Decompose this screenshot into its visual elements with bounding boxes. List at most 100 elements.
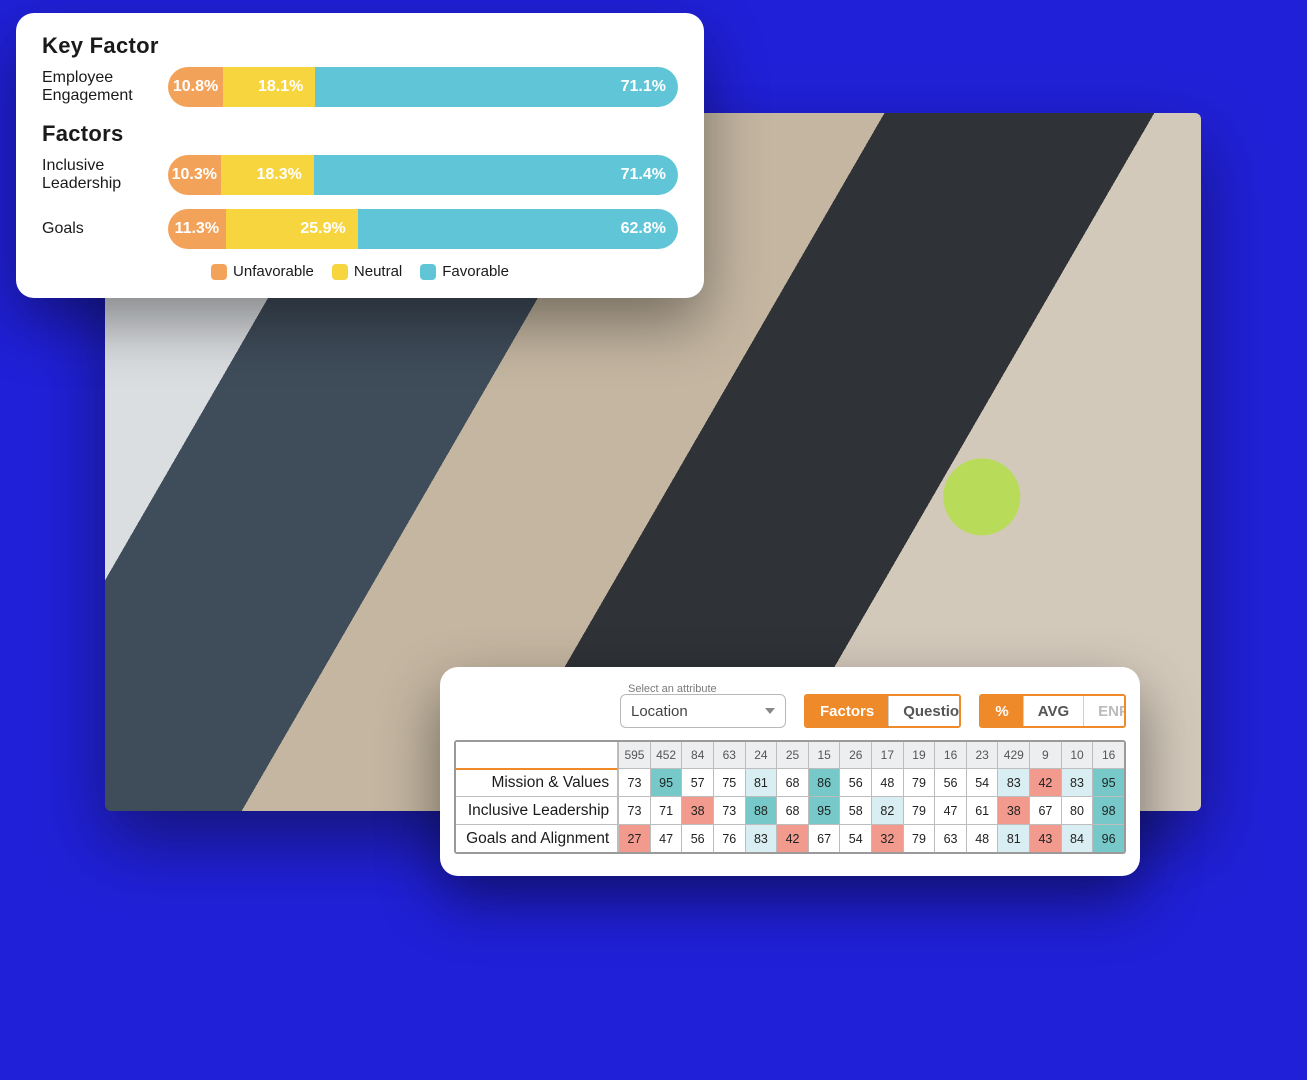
favorable-segment: 62.8% [358, 209, 678, 249]
heatmap-col-header: 9 [1029, 742, 1061, 768]
heatmap-cell: 81 [997, 824, 1029, 852]
heatmap-cell: 43 [1029, 824, 1061, 852]
heatmap-cell: 95 [1092, 768, 1124, 796]
section-title-factors: Factors [42, 121, 678, 147]
heatmap-col-header: 84 [681, 742, 713, 768]
legend-swatch [420, 264, 436, 280]
heatmap-cell: 73 [713, 796, 745, 824]
heatmap-cell: 95 [808, 796, 840, 824]
favorable-segment: 71.4% [314, 155, 678, 195]
stacked-bar: 11.3%25.9%62.8% [168, 209, 678, 249]
legend-item: Neutral [332, 263, 402, 280]
heatmap-col-header: 16 [934, 742, 966, 768]
heatmap-cell: 96 [1092, 824, 1124, 852]
neutral-segment: 18.3% [221, 155, 314, 195]
heatmap-cell: 48 [966, 824, 998, 852]
heatmap-row-label: Goals and Alignment [456, 824, 618, 852]
heatmap-table: 5954528463242515261719162342991016Missio… [454, 740, 1126, 854]
heatmap-cell: 68 [776, 796, 808, 824]
unfavorable-segment: 11.3% [168, 209, 226, 249]
heatmap-cell: 58 [839, 796, 871, 824]
factor-label: EmployeeEngagement [42, 69, 168, 106]
toggle-enps: ENPS [1083, 696, 1126, 726]
toggle-factors[interactable]: Factors [806, 696, 888, 726]
heatmap-row: Inclusive Leadership73713873886895588279… [456, 796, 1124, 824]
heatmap-cell: 83 [1061, 768, 1093, 796]
factor-row: EmployeeEngagement10.8%18.1%71.1% [42, 67, 678, 107]
attribute-value: Location [631, 703, 688, 720]
heatmap-cell: 48 [871, 768, 903, 796]
heatmap-cell: 61 [966, 796, 998, 824]
heatmap-col-header: 10 [1061, 742, 1093, 768]
heatmap-cell: 56 [839, 768, 871, 796]
heatmap-cell: 81 [745, 768, 777, 796]
heatmap-cell: 75 [713, 768, 745, 796]
heatmap-cell: 95 [650, 768, 682, 796]
heatmap-col-header: 429 [997, 742, 1029, 768]
factors-card: Key Factor EmployeeEngagement10.8%18.1%7… [16, 13, 704, 298]
heatmap-cell: 42 [1029, 768, 1061, 796]
heatmap-cell: 86 [808, 768, 840, 796]
section-title-key-factor: Key Factor [42, 33, 678, 59]
heatmap-col-header: 25 [776, 742, 808, 768]
heatmap-cell: 54 [966, 768, 998, 796]
heatmap-cell: 38 [681, 796, 713, 824]
heatmap-col-header: 19 [903, 742, 935, 768]
heatmap-cell: 83 [997, 768, 1029, 796]
heatmap-cell: 76 [713, 824, 745, 852]
heatmap-cell: 67 [808, 824, 840, 852]
heatmap-row: Goals and Alignment274756768342675432796… [456, 824, 1124, 852]
heatmap-col-header: 23 [966, 742, 998, 768]
legend-label: Favorable [442, 263, 509, 280]
heatmap-header-row: 5954528463242515261719162342991016 [456, 742, 1124, 768]
heatmap-cell: 79 [903, 824, 935, 852]
heatmap-cell: 42 [776, 824, 808, 852]
unfavorable-segment: 10.3% [168, 155, 221, 195]
factor-row: InclusiveLeadership10.3%18.3%71.4% [42, 155, 678, 195]
heatmap-cell: 73 [618, 796, 650, 824]
heatmap-col-header: 452 [650, 742, 682, 768]
heatmap-cell: 38 [997, 796, 1029, 824]
heatmap-cell: 71 [650, 796, 682, 824]
heatmap-cell: 32 [871, 824, 903, 852]
stacked-bar: 10.8%18.1%71.1% [168, 67, 678, 107]
heatmap-col-header: 595 [618, 742, 650, 768]
chevron-down-icon [765, 708, 775, 714]
heatmap-cell: 67 [1029, 796, 1061, 824]
legend-label: Neutral [354, 263, 402, 280]
toggle-avg[interactable]: AVG [1023, 696, 1083, 726]
toggle-questions[interactable]: Questions [888, 696, 961, 726]
heatmap-col-header: 26 [839, 742, 871, 768]
heatmap-cell: 80 [1061, 796, 1093, 824]
heatmap-cell: 98 [1092, 796, 1124, 824]
heatmap-cell: 88 [745, 796, 777, 824]
metric-toggle: %AVGENPS [979, 694, 1126, 728]
heatmap-corner [456, 742, 618, 768]
heatmap-cell: 68 [776, 768, 808, 796]
legend: Unfavorable Neutral Favorable [42, 263, 678, 280]
heatmap-col-header: 17 [871, 742, 903, 768]
heatmap-cell: 84 [1061, 824, 1093, 852]
legend-swatch [211, 264, 227, 280]
heatmap-cell: 79 [903, 796, 935, 824]
heatmap-cell: 56 [681, 824, 713, 852]
heatmap-card: Select an attribute Location FactorsQues… [440, 667, 1140, 876]
heatmap-cell: 82 [871, 796, 903, 824]
heatmap-cell: 83 [745, 824, 777, 852]
heatmap-col-header: 63 [713, 742, 745, 768]
heatmap-col-header: 15 [808, 742, 840, 768]
neutral-segment: 18.1% [223, 67, 315, 107]
heatmap-cell: 79 [903, 768, 935, 796]
legend-label: Unfavorable [233, 263, 314, 280]
heatmap-col-header: 16 [1092, 742, 1124, 768]
view-toggle-factors-questions: FactorsQuestions [804, 694, 961, 728]
heatmap-cell: 27 [618, 824, 650, 852]
attribute-select[interactable]: Location [620, 694, 786, 728]
heatmap-row: Mission & Values739557758168865648795654… [456, 768, 1124, 796]
heatmap-cell: 63 [934, 824, 966, 852]
heatmap-cell: 47 [650, 824, 682, 852]
heatmap-cell: 57 [681, 768, 713, 796]
toggle-[interactable]: % [981, 696, 1022, 726]
legend-item: Favorable [420, 263, 509, 280]
factor-row: Goals11.3%25.9%62.8% [42, 209, 678, 249]
